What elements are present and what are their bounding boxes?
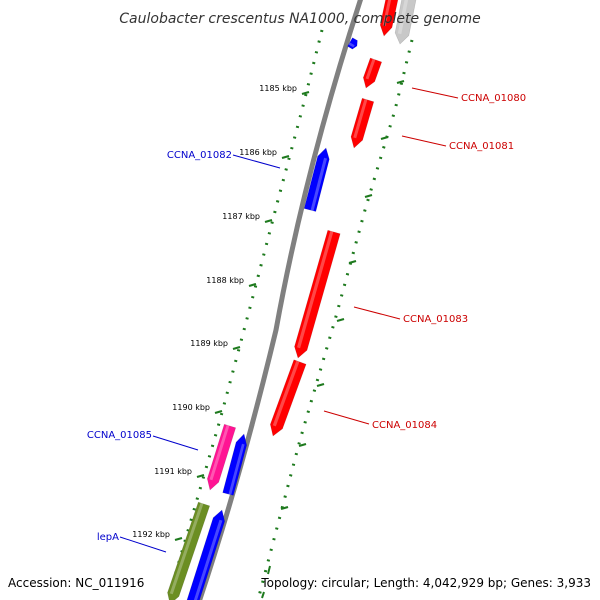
gene-arrow-highlight (193, 519, 223, 600)
gene-label-text: CCNA_01085 (87, 430, 152, 441)
gene-label-leader (152, 435, 199, 451)
tick-label: 1191 kbp (154, 467, 192, 476)
tick-mark (348, 259, 357, 265)
ruler-minor-tick (261, 591, 265, 599)
tick-mark (316, 382, 325, 388)
tick-mark (380, 135, 389, 141)
tick-mark (174, 536, 183, 542)
tick-mark (281, 154, 290, 160)
ruler-minor-tick (267, 565, 271, 575)
tick-label: 1185 kbp (259, 84, 297, 93)
gene-label-text: CCNA_01081 (449, 141, 514, 152)
tick-label: 1186 kbp (239, 148, 277, 157)
tick-label: 1188 kbp (206, 276, 244, 285)
gene-label-leader (353, 306, 401, 320)
tick-mark (280, 505, 289, 511)
gene-arrow-highlight (169, 502, 204, 595)
tick-mark (336, 317, 345, 323)
genome-backbone (197, 0, 364, 600)
gene-label-text: CCNA_01083 (403, 314, 468, 325)
gene-arrow-highlight (353, 99, 368, 139)
gene-arrow (379, 0, 399, 37)
gene-label-leader (411, 87, 459, 99)
gene-arrow-highlight (297, 230, 334, 349)
ruler-ticks: 1185 kbp 1186 kbp 1187 kbp 1188 kbp 1189 kbp… (132, 79, 405, 542)
tick-mark (364, 193, 373, 199)
accession-text: Accession: NC_011916 (8, 576, 144, 590)
gene-arrow (294, 229, 341, 359)
tick-label: 1190 kbp (172, 403, 210, 412)
gene-label-leader (119, 536, 167, 553)
gene-arrow-highlight (365, 58, 376, 80)
gene-arrow (350, 97, 375, 149)
tick-mark (298, 442, 307, 448)
gene-arrow (222, 433, 248, 496)
tick-mark (248, 282, 257, 288)
gene-label-leader (401, 135, 447, 147)
tick-mark (396, 79, 405, 85)
tick-mark (232, 345, 241, 351)
map-title: Caulobacter crescentus NA1000, complete … (119, 11, 480, 27)
tick-mark (196, 473, 205, 479)
gene-arrow (167, 501, 211, 600)
tick-label: 1187 kbp (222, 212, 260, 221)
gene-arrow-highlight (382, 0, 392, 27)
tick-mark (214, 409, 223, 415)
tick-label: 1189 kbp (190, 339, 228, 348)
gene-label-text: lepA (97, 532, 119, 543)
tick-mark (301, 90, 310, 96)
gene-arrow-highlight (348, 42, 355, 48)
tick-label: 1192 kbp (132, 530, 170, 539)
gene-label-leader (323, 410, 370, 425)
ruler-guides (166, 29, 414, 600)
gene-arrow (269, 359, 307, 437)
gene-arrow-highlight (209, 424, 230, 481)
gene-label-text: CCNA_01082 (167, 150, 232, 161)
topology-text: Topology: circular; Length: 4,042,929 bp… (260, 576, 591, 590)
gene-labels: CCNA_01080 CCNA_01081 CCNA_01082 CCNA_01083… (87, 87, 526, 553)
gene-arrow-highlight (310, 157, 327, 211)
gene-label-leader (232, 154, 281, 169)
gene-features (167, 0, 417, 600)
gene-arrow (394, 0, 417, 45)
gene-arrow-highlight (272, 360, 300, 427)
gene-arrow (206, 423, 237, 491)
gene-arrow (303, 147, 330, 212)
gene-label-text: CCNA_01080 (461, 93, 526, 104)
gene-arrow (186, 509, 226, 600)
gene-arrow (347, 37, 358, 50)
gene-arrow-highlight (228, 443, 245, 495)
tick-mark (264, 218, 273, 224)
gene-arrow-highlight (397, 0, 409, 35)
gene-arrow (362, 57, 383, 89)
ruler-guide-line (256, 39, 414, 600)
ruler-guide-line (166, 29, 324, 600)
gene-label-text: CCNA_01084 (372, 420, 437, 431)
